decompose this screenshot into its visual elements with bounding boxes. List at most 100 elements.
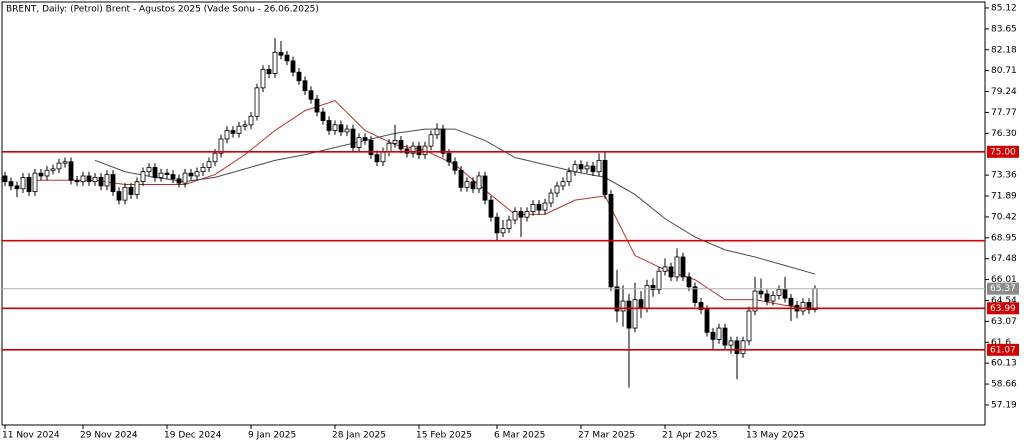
candle-body xyxy=(122,186,128,201)
candle-body xyxy=(80,175,86,183)
candle-body xyxy=(272,51,278,75)
candle-body xyxy=(290,60,296,73)
candle-body xyxy=(710,331,716,340)
candle-body xyxy=(464,181,470,188)
candle-body xyxy=(572,164,578,173)
candle-body xyxy=(692,286,698,303)
level-label-box xyxy=(987,343,1019,356)
y-tick-label: 61.6 xyxy=(991,338,1011,348)
candle-body xyxy=(494,216,500,234)
candle-body xyxy=(98,176,104,187)
candle-body xyxy=(542,202,548,211)
candle-body xyxy=(506,219,512,229)
y-tick-label: 63.07 xyxy=(991,317,1017,327)
x-tick-label: 19 Dec 2024 xyxy=(164,431,222,441)
candle-body xyxy=(800,302,806,312)
candle-body xyxy=(662,266,668,272)
candle-body xyxy=(386,142,392,153)
candle-body xyxy=(8,181,14,187)
candle-body xyxy=(422,145,428,156)
candle-body xyxy=(428,134,434,147)
candle-body xyxy=(332,124,338,131)
candle-body xyxy=(812,288,818,310)
y-tick-label: 80.71 xyxy=(991,66,1017,76)
y-tick-label: 68.95 xyxy=(991,233,1017,243)
candle-body xyxy=(518,211,524,218)
candle-body xyxy=(698,302,704,310)
candle-body xyxy=(218,138,224,154)
candle-body xyxy=(734,340,740,355)
candle-body xyxy=(650,285,656,291)
candle-body xyxy=(434,128,440,136)
candle-body xyxy=(500,228,506,234)
candle-body xyxy=(452,161,458,171)
candle-body xyxy=(86,175,92,183)
candle-body xyxy=(338,124,344,133)
candle-body xyxy=(2,175,8,183)
candle-body xyxy=(578,164,584,170)
chart-title: BRENT, Daily: (Petrol) Brent - Agustos 2… xyxy=(6,5,319,15)
candle-body xyxy=(176,178,182,184)
candle-body xyxy=(182,172,188,184)
candle-body xyxy=(32,172,38,193)
candle-body xyxy=(302,80,308,92)
candle-body xyxy=(326,120,332,131)
candle-body xyxy=(632,299,638,329)
candle-body xyxy=(470,181,476,190)
candle-body xyxy=(512,211,518,221)
candle-body xyxy=(278,51,284,56)
y-tick-label: 58.66 xyxy=(991,380,1017,390)
level-label: 75.00 xyxy=(990,147,1016,157)
candle-body xyxy=(548,192,554,204)
candle-body xyxy=(236,125,242,134)
candle-body xyxy=(248,115,254,126)
candle-body xyxy=(368,140,374,156)
candle-body xyxy=(596,159,602,173)
candle-body xyxy=(440,128,446,154)
last-price-label: 65.37 xyxy=(990,284,1016,294)
candle-body xyxy=(410,145,416,154)
candle-body xyxy=(206,161,212,168)
candle-body xyxy=(398,140,404,150)
x-tick-label: 29 Nov 2024 xyxy=(80,431,138,441)
candle-body xyxy=(356,137,362,148)
x-tick-label: 27 Mar 2025 xyxy=(578,431,635,441)
candle-body xyxy=(20,176,26,190)
x-tick-label: 15 Feb 2025 xyxy=(416,431,472,441)
candle-body xyxy=(200,167,206,173)
level-label: 61.07 xyxy=(990,345,1016,355)
candle-body xyxy=(146,167,152,173)
candle-body xyxy=(554,185,560,194)
candle-body xyxy=(188,172,194,177)
candle-body xyxy=(488,199,494,218)
candle-body xyxy=(686,276,692,288)
x-tick-label: 21 Apr 2025 xyxy=(662,431,718,441)
candle-body xyxy=(806,302,812,310)
candle-body xyxy=(164,172,170,175)
y-tick-label: 77.77 xyxy=(991,108,1017,118)
y-tick-label: 83.65 xyxy=(991,24,1017,34)
candle-body xyxy=(752,290,758,312)
y-tick-label: 73.36 xyxy=(991,171,1017,181)
candle-body xyxy=(110,174,116,193)
candle-body xyxy=(152,167,158,178)
x-tick-label: 9 Jan 2025 xyxy=(248,431,296,441)
y-tick-label: 82.18 xyxy=(991,45,1017,55)
y-tick-label: 67.48 xyxy=(991,254,1017,264)
candle-body xyxy=(212,152,218,163)
candle-body xyxy=(788,297,794,306)
candle-body xyxy=(68,161,74,181)
candle-body xyxy=(770,294,776,302)
candle-body xyxy=(392,140,398,144)
y-tick-label: 71.89 xyxy=(991,192,1017,202)
candle-body xyxy=(716,327,722,340)
level-label: 63.99 xyxy=(990,304,1016,314)
candle-body xyxy=(674,256,680,278)
candle-body xyxy=(620,300,626,312)
candle-body xyxy=(728,340,734,346)
candle-body xyxy=(446,152,452,163)
candle-body xyxy=(536,204,542,211)
y-tick-label: 60.13 xyxy=(991,359,1017,369)
candle-body xyxy=(590,165,596,173)
